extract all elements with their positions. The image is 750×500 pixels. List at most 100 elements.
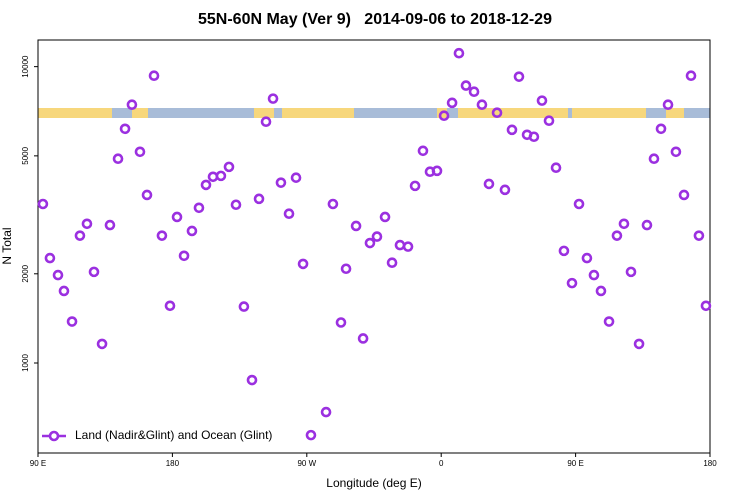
data-point	[483, 178, 495, 190]
data-point	[267, 93, 279, 104]
y-tick-label: 10000	[21, 55, 30, 78]
data-point	[164, 300, 176, 312]
data-point	[431, 165, 443, 177]
data-point	[588, 269, 600, 281]
data-point	[506, 124, 518, 136]
data-point	[305, 429, 317, 441]
data-point	[417, 145, 429, 157]
land-band	[458, 108, 568, 118]
data-point	[491, 107, 503, 119]
data-point	[528, 131, 540, 143]
data-point	[476, 99, 488, 111]
data-point	[460, 80, 472, 91]
x-tick-label: 90 E	[567, 459, 583, 468]
data-point	[112, 153, 124, 165]
data-point	[275, 177, 287, 188]
data-point	[700, 300, 712, 312]
land-band	[38, 108, 112, 118]
land-band	[572, 108, 646, 118]
data-point	[513, 71, 525, 82]
chart-title: 55N-60N May (Ver 9) 2014-09-06 to 2018-1…	[198, 11, 552, 28]
data-point	[603, 316, 615, 327]
x-tick-label: 0	[439, 459, 444, 468]
data-point	[364, 237, 376, 249]
x-tick-label: 90 W	[297, 459, 316, 468]
data-point	[238, 301, 250, 312]
data-point	[260, 116, 272, 127]
data-point	[148, 70, 160, 82]
legend-marker	[48, 430, 60, 442]
data-point	[558, 245, 570, 257]
y-axis-label: N Total	[0, 227, 14, 264]
data-point	[81, 218, 93, 230]
x-tick-label: 90 E	[30, 459, 46, 468]
data-point	[335, 317, 347, 328]
data-point	[685, 70, 697, 82]
data-point	[297, 258, 309, 270]
data-point	[66, 316, 78, 327]
land-band	[254, 108, 274, 118]
data-point	[409, 180, 421, 192]
data-point	[156, 230, 168, 241]
data-point	[379, 211, 391, 223]
legend-label: Land (Nadir&Glint) and Ocean (Glint)	[75, 428, 272, 442]
x-axis-label: Longitude (deg E)	[326, 476, 421, 490]
data-point	[670, 146, 682, 158]
y-tick-label: 2000	[21, 264, 30, 282]
data-point	[88, 266, 100, 278]
data-point	[438, 110, 450, 122]
data-point	[223, 161, 235, 173]
data-point	[543, 115, 555, 127]
data-point	[193, 202, 205, 214]
data-point	[550, 162, 562, 174]
data-point	[595, 285, 607, 297]
data-point	[37, 198, 49, 210]
data-point	[625, 266, 637, 278]
x-tick-label: 180	[166, 459, 180, 468]
data-point	[58, 285, 70, 297]
data-point	[340, 263, 352, 275]
x-tick-label: 180	[703, 459, 717, 468]
data-point	[693, 230, 705, 241]
y-tick-label: 1000	[21, 354, 30, 372]
data-point	[371, 231, 383, 242]
data-point	[246, 374, 258, 386]
data-point	[200, 179, 212, 191]
data-point	[573, 198, 585, 210]
data-point	[96, 338, 108, 350]
data-point	[566, 277, 578, 289]
data-point	[320, 406, 332, 418]
data-point	[499, 184, 511, 196]
data-point	[357, 333, 369, 344]
data-point	[171, 211, 183, 223]
land-band	[132, 108, 148, 118]
data-point	[104, 219, 116, 231]
data-point	[641, 219, 653, 231]
data-point	[52, 269, 64, 281]
data-point	[611, 230, 623, 241]
data-point	[44, 252, 56, 264]
ocean-band	[38, 108, 710, 118]
data-point	[290, 172, 302, 183]
plot-frame	[37, 39, 711, 454]
data-point	[134, 146, 146, 158]
data-point	[386, 257, 398, 269]
data-point	[74, 230, 86, 241]
data-point	[186, 225, 198, 237]
data-point	[468, 86, 480, 98]
y-tick-label: 5000	[21, 146, 30, 164]
data-point	[678, 189, 690, 201]
data-point	[350, 220, 362, 232]
data-point	[655, 123, 667, 135]
land-band	[666, 108, 684, 118]
data-point	[453, 47, 465, 59]
land-band	[282, 108, 354, 118]
data-point	[446, 97, 458, 109]
data-point	[253, 193, 265, 205]
data-point	[536, 95, 548, 106]
data-point	[283, 208, 295, 220]
data-point	[178, 250, 190, 262]
data-point	[141, 189, 153, 201]
data-point	[230, 199, 242, 211]
